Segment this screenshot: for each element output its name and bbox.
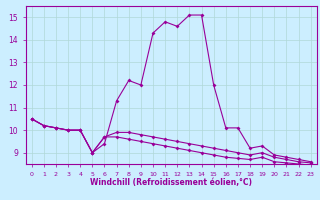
X-axis label: Windchill (Refroidissement éolien,°C): Windchill (Refroidissement éolien,°C) xyxy=(90,178,252,187)
